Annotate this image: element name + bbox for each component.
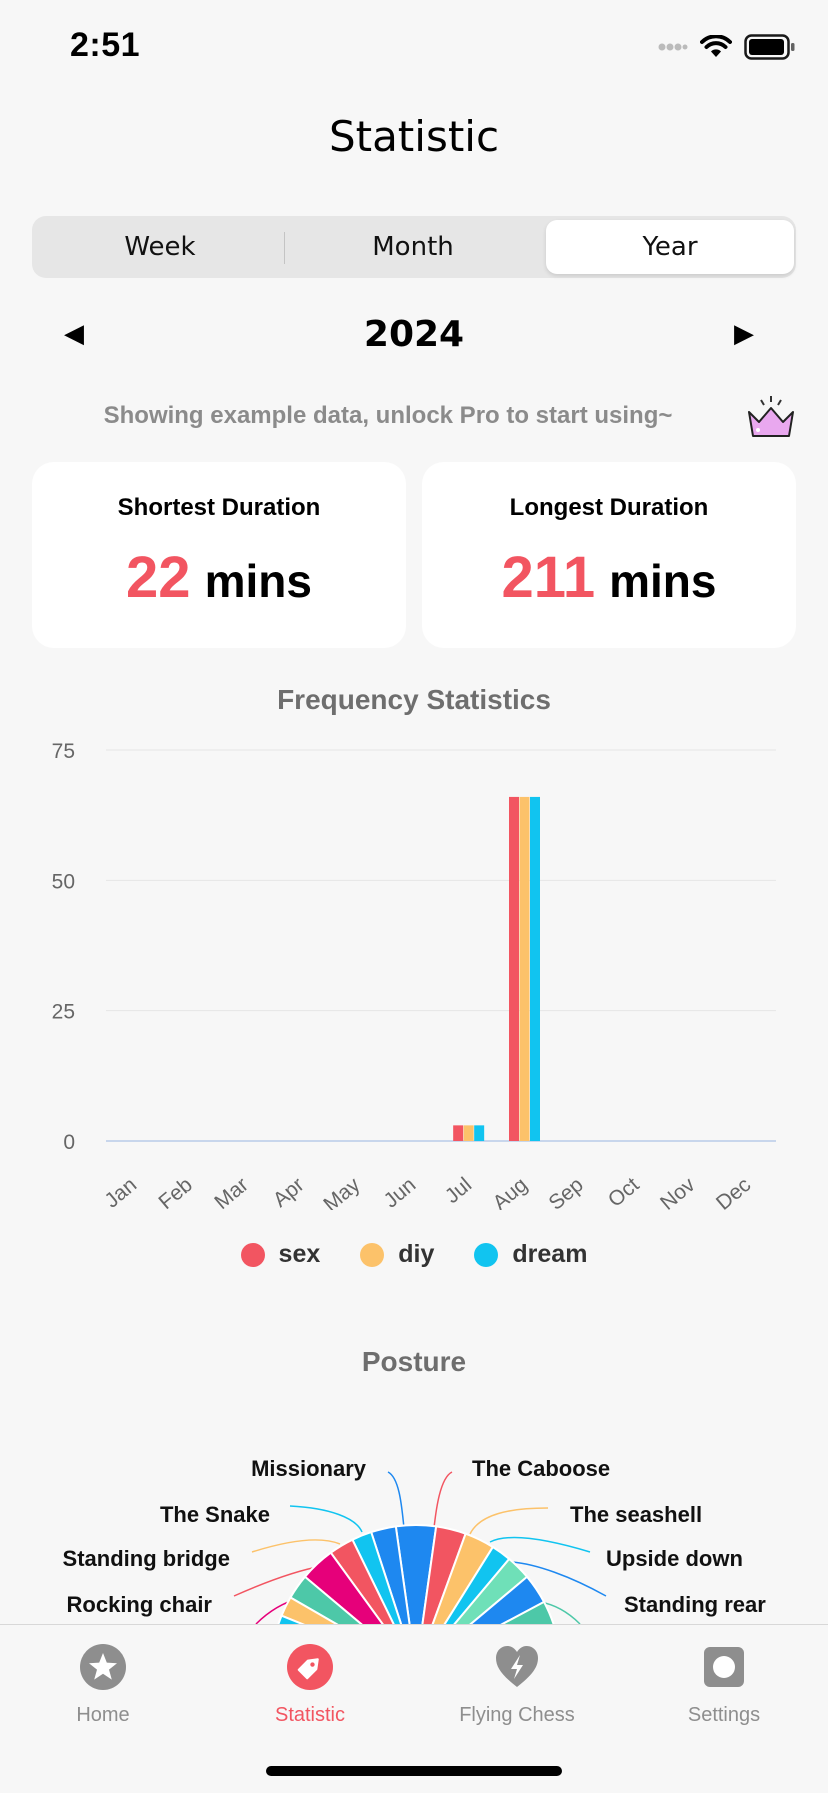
tab-home-label: Home xyxy=(76,1704,130,1726)
posture-label-rocking-chair: Rocking chair xyxy=(66,1592,212,1617)
wifi-icon xyxy=(700,35,732,57)
posture-chart-title: Posture xyxy=(361,1346,467,1377)
crown-icon[interactable] xyxy=(746,394,796,440)
x-tick-label: Jan xyxy=(100,1173,141,1210)
posture-pie-chart xyxy=(233,1471,607,1624)
battery-icon xyxy=(744,34,795,60)
tab-statistic-label: Statistic xyxy=(274,1704,346,1726)
x-tick-label: Dec xyxy=(712,1173,755,1210)
x-tick-label: Aug xyxy=(489,1173,532,1210)
bar-diy-aug xyxy=(519,796,530,1141)
longest-duration-card: Longest Duration 211 mins xyxy=(422,462,796,648)
posture-label-standing-bridge: Standing bridge xyxy=(62,1546,230,1571)
x-tick-label: Jul xyxy=(441,1173,476,1208)
tab-flying-chess[interactable]: Flying Chess xyxy=(417,1643,617,1727)
year-label: 2024 xyxy=(363,314,465,355)
tag-icon xyxy=(287,1644,333,1690)
x-tick-label: Sep xyxy=(544,1173,587,1210)
longest-duration-value: 211 mins xyxy=(422,544,796,611)
period-segmented-control: Week Month Year xyxy=(32,216,796,278)
legend-dot-dream xyxy=(474,1242,499,1267)
legend-dot-sex xyxy=(240,1242,265,1267)
status-icons xyxy=(658,34,796,60)
star-icon xyxy=(80,1644,126,1690)
legend-label-diy: diy xyxy=(398,1240,435,1268)
heart-bolt-icon xyxy=(496,1646,538,1687)
tab-flying-chess-label: Flying Chess xyxy=(459,1704,575,1726)
posture-label-the-snake: The Snake xyxy=(159,1502,270,1527)
tab-settings-label: Settings xyxy=(687,1704,761,1726)
tab-home[interactable]: Home xyxy=(3,1643,203,1727)
home-indicator xyxy=(266,1766,562,1776)
frequency-chart-title: Frequency Statistics xyxy=(277,684,551,715)
legend-item-diy[interactable]: diy xyxy=(360,1240,434,1269)
bar-sex-jul xyxy=(453,1125,464,1141)
legend-label-dream: dream xyxy=(512,1240,588,1268)
cellular-signal-icon xyxy=(658,43,688,51)
y-tick-label: 25 xyxy=(52,1001,75,1024)
pro-banner-text[interactable]: Showing example data, unlock Pro to star… xyxy=(103,402,673,429)
tab-statistic[interactable]: Statistic xyxy=(210,1643,410,1727)
longest-duration-title: Longest Duration xyxy=(509,494,709,521)
legend-dot-diy xyxy=(360,1242,385,1267)
segment-week[interactable]: Week xyxy=(124,232,196,262)
longest-duration-number: 211 xyxy=(501,545,596,610)
longest-duration-unit: mins xyxy=(609,555,717,607)
segment-divider xyxy=(284,232,285,264)
tab-settings[interactable]: Settings xyxy=(624,1643,824,1727)
segment-year[interactable]: Year xyxy=(546,220,794,274)
pie-wedge xyxy=(277,1614,305,1624)
posture-label-upside-down: Upside down xyxy=(606,1546,743,1571)
year-selector: 2024 ◀ ▶ xyxy=(0,310,828,366)
x-tick-label: May xyxy=(319,1173,365,1210)
x-tick-label: Apr xyxy=(269,1173,309,1210)
leader-line-the-seashell xyxy=(469,1507,549,1535)
settings-icon xyxy=(704,1647,744,1687)
segment-month[interactable]: Month xyxy=(372,232,454,262)
bar-diy-jul xyxy=(463,1125,474,1141)
posture-label-the-caboose: The Caboose xyxy=(472,1456,611,1481)
leader-line-standing-rear xyxy=(511,1561,607,1597)
y-tick-label: 50 xyxy=(52,870,75,893)
previous-year-button[interactable]: ◀ xyxy=(64,318,84,348)
page-title: Statistic xyxy=(328,112,500,161)
leader-line-missionary xyxy=(387,1471,405,1529)
posture-label-the-seashell: The seashell xyxy=(570,1502,703,1527)
shortest-duration-number: 22 xyxy=(126,545,191,610)
x-tick-label: Jun xyxy=(380,1173,421,1210)
x-tick-label: Feb xyxy=(154,1173,197,1210)
pie-wedge xyxy=(500,1600,555,1624)
shortest-duration-title: Shortest Duration xyxy=(117,494,321,521)
status-time: 2:51 xyxy=(70,26,141,64)
leader-line-the-caboose xyxy=(433,1471,453,1529)
x-tick-label: Mar xyxy=(210,1173,252,1210)
leader-line-standing-bridge xyxy=(251,1539,341,1553)
y-tick-label: 0 xyxy=(63,1131,75,1154)
leader-line-the-snake xyxy=(289,1505,363,1533)
posture-label-missionary: Missionary xyxy=(251,1456,366,1481)
bar-sex-aug xyxy=(509,796,519,1141)
bar-dream-jul xyxy=(474,1125,485,1141)
y-tick-label: 75 xyxy=(52,740,75,763)
leader-line-upside-down xyxy=(489,1536,591,1553)
shortest-duration-card: Shortest Duration 22 mins xyxy=(32,462,406,648)
shortest-duration-unit: mins xyxy=(204,555,312,607)
x-tick-label: Oct xyxy=(604,1173,644,1210)
posture-label-standing-rear: Standing rear xyxy=(624,1592,766,1617)
legend-item-dream[interactable]: dream xyxy=(474,1240,587,1269)
bar-dream-aug xyxy=(530,796,540,1141)
tab-bar: Home Statistic Flying Chess Settings xyxy=(0,1624,828,1793)
x-tick-label: Nov xyxy=(656,1173,700,1210)
shortest-duration-value: 22 mins xyxy=(32,544,406,611)
legend-label-sex: sex xyxy=(278,1240,321,1268)
next-year-button[interactable]: ▶ xyxy=(734,318,754,348)
posture-pie-wedges xyxy=(277,1524,555,1624)
legend-item-sex[interactable]: sex xyxy=(240,1240,321,1269)
chart-legend: sex diy dream xyxy=(0,1240,828,1269)
frequency-bar-chart: 0 25 50 75 Jan Feb Mar Apr May Jun Jul Aug Sep Oct Nov… xyxy=(52,740,776,1210)
